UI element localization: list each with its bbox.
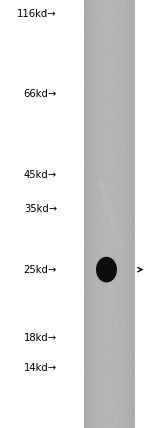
Text: 45kd→: 45kd→	[24, 170, 57, 181]
Text: 66kd→: 66kd→	[24, 89, 57, 99]
Text: 116kd→: 116kd→	[17, 9, 57, 19]
Text: www.ptglabc.com: www.ptglabc.com	[94, 177, 125, 251]
Text: 35kd→: 35kd→	[24, 204, 57, 214]
Text: 14kd→: 14kd→	[24, 363, 57, 373]
Ellipse shape	[96, 257, 117, 282]
Text: 18kd→: 18kd→	[24, 333, 57, 343]
Text: 25kd→: 25kd→	[24, 265, 57, 275]
